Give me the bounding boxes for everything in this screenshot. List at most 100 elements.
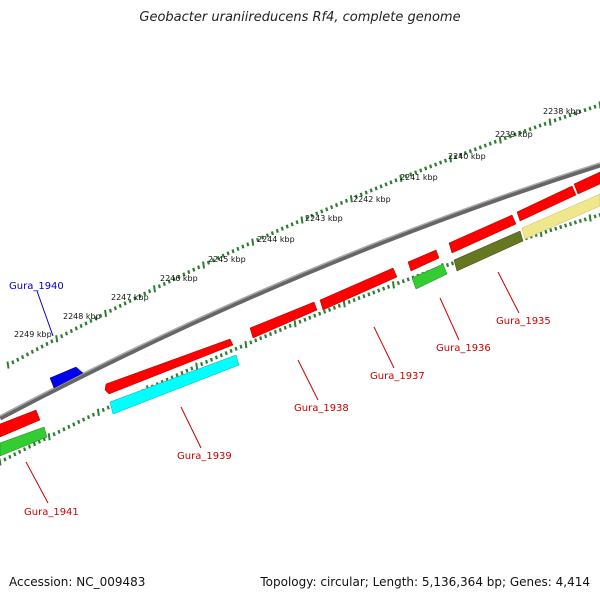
scale-label-2239: 2239 kbp xyxy=(495,130,533,139)
inner-tick-38 xyxy=(185,368,189,373)
inner-tick-1 xyxy=(3,457,7,462)
inner-tick-42 xyxy=(204,359,209,364)
outer-tick-3 xyxy=(21,354,25,360)
gene-label-gura1939[interactable]: Gura_1939 xyxy=(177,451,232,462)
gene-arrow-gura1937[interactable] xyxy=(319,267,398,311)
gene-label-gura1935[interactable]: Gura_1935 xyxy=(496,316,551,327)
inner-tick-5 xyxy=(23,447,27,452)
gene-label-gura1940[interactable]: Gura_1940 xyxy=(9,281,64,292)
gene-arrow-b[interactable] xyxy=(573,171,600,195)
outer-tick-95 xyxy=(473,147,477,152)
outer-tick-100 xyxy=(498,136,502,144)
inner-tick-57 xyxy=(278,327,282,332)
inner-tick-45 xyxy=(219,353,223,358)
gene-arrow-gura1935[interactable] xyxy=(448,214,517,254)
gene-arrow-a[interactable] xyxy=(516,185,577,222)
inner-tick-18 xyxy=(86,415,91,420)
inner-tick-78 xyxy=(382,286,386,291)
outer-tick-31 xyxy=(157,284,161,289)
outer-tick-67 xyxy=(335,202,339,208)
outer-tick-53 xyxy=(265,233,270,238)
inner-tick-81 xyxy=(396,281,400,286)
inner-tick-54 xyxy=(264,334,268,339)
inner-tick-53 xyxy=(259,336,263,341)
outer-tick-60 xyxy=(300,216,304,224)
gene-label-gura1941[interactable]: Gura_1941 xyxy=(24,507,79,518)
gene-label-gura1936[interactable]: Gura_1936 xyxy=(436,343,491,354)
feature-bars xyxy=(0,193,600,457)
outer-tick-8 xyxy=(45,341,49,346)
outer-tick-104 xyxy=(518,130,522,135)
inner-tick-80 xyxy=(391,281,395,289)
outer-tick-70 xyxy=(349,195,353,203)
inner-tick-21 xyxy=(101,407,105,412)
outer-tick-27 xyxy=(138,293,142,299)
outer-tick-17 xyxy=(89,318,93,323)
outer-tick-56 xyxy=(280,226,284,231)
gene-arrow-gura1939[interactable] xyxy=(104,338,234,395)
bar-green-gura1936[interactable] xyxy=(411,263,448,290)
outer-tick-47 xyxy=(236,246,240,251)
bar-green-gura1941[interactable] xyxy=(0,426,48,457)
outer-tick-75 xyxy=(374,186,378,191)
outer-tick-77 xyxy=(384,182,388,187)
forward-strand-genes xyxy=(0,171,600,438)
outer-tick-94 xyxy=(468,149,472,154)
inner-tick-111 xyxy=(544,229,548,234)
outer-tick-29 xyxy=(148,289,152,294)
inner-tick-8 xyxy=(37,439,41,444)
bar-olive[interactable] xyxy=(453,230,524,272)
inner-tick-43 xyxy=(209,357,214,362)
outer-tick-109 xyxy=(543,121,547,126)
outer-tick-118 xyxy=(588,106,592,111)
inner-tick-116 xyxy=(568,221,573,227)
inner-tick-61 xyxy=(298,319,302,324)
gene-arrow-gura1938[interactable] xyxy=(249,301,318,339)
outer-tick-49 xyxy=(246,242,250,247)
scale-label-2244: 2244 kbp xyxy=(257,235,295,244)
outer-tick-52 xyxy=(261,235,265,240)
outer-tick-83 xyxy=(414,170,418,175)
outer-tick-48 xyxy=(241,244,245,249)
inner-tick-7 xyxy=(32,442,36,447)
bar-cyan[interactable] xyxy=(109,354,240,415)
outer-tick-98 xyxy=(488,141,492,146)
gene-label-gura1938[interactable]: Gura_1938 xyxy=(294,403,349,414)
outer-tick-102 xyxy=(508,134,512,139)
inner-tick-47 xyxy=(229,348,233,354)
outer-tick-35 xyxy=(177,274,181,279)
outer-tick-18 xyxy=(94,316,98,321)
outer-tick-23 xyxy=(118,303,122,308)
gene-arrow-gura1936[interactable] xyxy=(407,249,440,272)
outer-tick-34 xyxy=(172,277,176,282)
outer-tick-115 xyxy=(573,111,577,116)
outer-tick-91 xyxy=(453,154,458,159)
outer-tick-107 xyxy=(533,125,537,130)
outer-tick-51 xyxy=(256,237,260,242)
inner-tick-118 xyxy=(578,218,582,224)
outer-tick-61 xyxy=(305,215,309,220)
outer-tick-74 xyxy=(369,188,373,193)
outer-tick-10 xyxy=(55,335,59,343)
genome-stats-text: Topology: circular; Length: 5,136,364 bp… xyxy=(260,575,590,589)
outer-tick-20 xyxy=(104,309,108,317)
leader-lines xyxy=(25,271,520,504)
gene-label-gura1937[interactable]: Gura_1937 xyxy=(370,371,425,382)
inner-tick-79 xyxy=(386,284,391,289)
inner-tick-119 xyxy=(583,217,587,222)
inner-tick-69 xyxy=(337,303,341,308)
inner-tick-16 xyxy=(77,419,81,425)
outer-tick-68 xyxy=(339,200,344,205)
outer-tick-16 xyxy=(84,321,88,326)
inner-tick-73 xyxy=(357,296,361,301)
outer-tick-92 xyxy=(458,152,462,157)
gene-arrow-gura1941[interactable] xyxy=(0,409,41,438)
inner-tick-3 xyxy=(13,452,17,457)
inner-tick-82 xyxy=(401,279,405,284)
gene-arrow-gura1940[interactable] xyxy=(49,366,84,389)
inner-tick-15 xyxy=(72,422,76,427)
inner-tick-55 xyxy=(268,332,273,337)
bar-khaki[interactable] xyxy=(521,193,600,240)
scale-label-2240: 2240 kbp xyxy=(448,152,486,161)
accession-text: Accession: NC_009483 xyxy=(9,575,146,589)
